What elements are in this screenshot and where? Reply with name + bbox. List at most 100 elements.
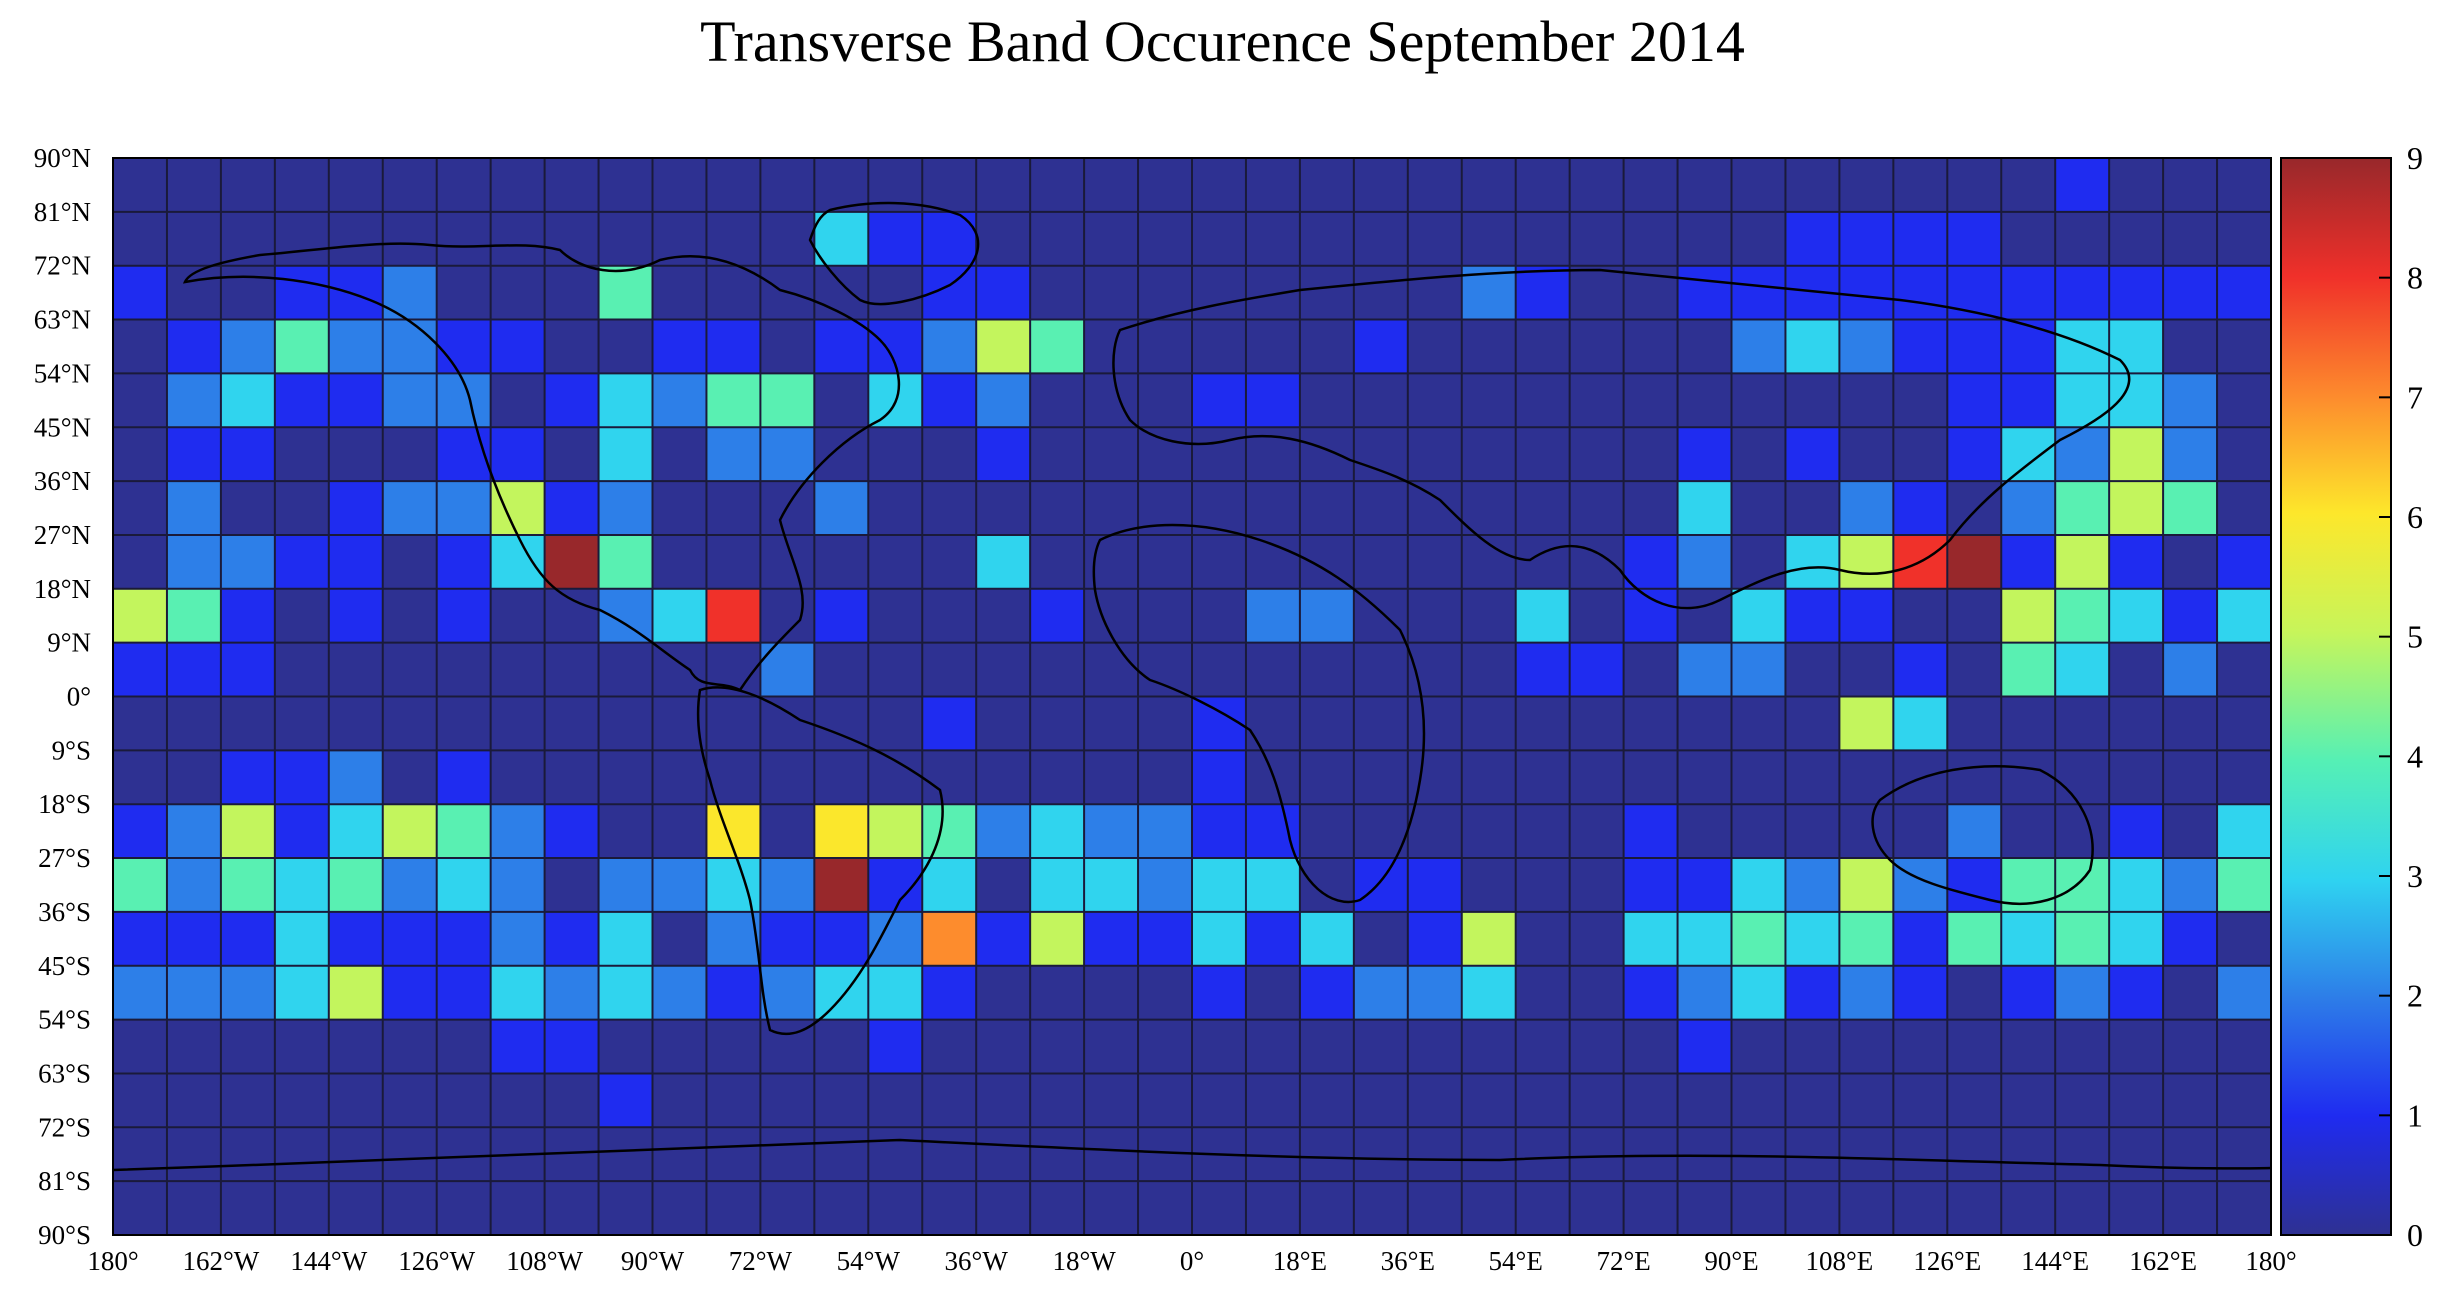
heatmap-cell xyxy=(1138,158,1192,212)
heatmap-cell xyxy=(1731,858,1786,912)
heatmap-cell xyxy=(1299,911,1354,966)
heatmap-cell xyxy=(166,642,221,697)
heatmap-cell xyxy=(814,588,869,643)
heatmap-cell xyxy=(598,858,653,912)
y-tick-label: 27°S xyxy=(38,843,91,873)
heatmap-cell xyxy=(1947,319,2002,374)
colorbar-tick-label: 2 xyxy=(2407,978,2423,1014)
heatmap-cell xyxy=(220,534,275,589)
heatmap-cell xyxy=(1839,211,1894,266)
heatmap-cell xyxy=(490,427,545,482)
x-tick-label: 144°E xyxy=(2021,1246,2089,1276)
y-tick-label: 36°N xyxy=(34,466,91,496)
x-tick-label: 54°W xyxy=(837,1246,901,1276)
y-tick-label: 9°S xyxy=(52,735,91,765)
heatmap-cell xyxy=(2217,588,2271,643)
heatmap-cell xyxy=(1731,588,1786,643)
heatmap-cell xyxy=(922,965,977,1020)
heatmap-cell xyxy=(1084,804,1139,859)
heatmap-cell xyxy=(868,804,923,859)
heatmap-cell xyxy=(166,911,221,966)
heatmap-cell xyxy=(2217,534,2271,589)
heatmap-cell xyxy=(868,911,923,966)
heatmap-cells xyxy=(113,158,2271,1128)
heatmap-cell xyxy=(814,319,869,374)
heatmap-cell xyxy=(2109,804,2164,859)
heatmap-cell xyxy=(2055,265,2110,320)
heatmap-cell xyxy=(598,427,653,482)
heatmap-cell xyxy=(1084,911,1139,966)
heatmap-cell xyxy=(1461,911,1516,966)
heatmap-cell xyxy=(598,1073,653,1128)
x-tick-label: 54°E xyxy=(1489,1246,1543,1276)
heatmap-cell xyxy=(1623,588,1678,643)
heatmap-cell xyxy=(1245,373,1300,428)
heatmap-cell xyxy=(220,911,275,966)
y-tick-label: 63°S xyxy=(38,1058,91,1088)
heatmap-cell xyxy=(436,804,491,859)
x-axis-ticks: 180° 162°W 144°W 126°W 108°W 90°W 72°W 54°W 36°W… xyxy=(87,1246,2296,1276)
heatmap-cell xyxy=(1785,534,1840,589)
heatmap-cell xyxy=(1245,804,1300,859)
heatmap-cell xyxy=(1731,265,1786,320)
heatmap-cell xyxy=(1299,965,1354,1020)
heatmap-cell xyxy=(274,911,329,966)
heatmap-cell xyxy=(1623,534,1678,589)
heatmap-cell xyxy=(1461,965,1516,1020)
heatmap-cell xyxy=(328,965,383,1020)
heatmap-cell xyxy=(2109,265,2164,320)
heatmap-cell xyxy=(436,319,491,374)
heatmap-cell xyxy=(1245,588,1300,643)
heatmap-cell xyxy=(166,588,221,643)
heatmap-cell xyxy=(1407,858,1462,912)
heatmap-cell xyxy=(976,534,1031,589)
heatmap-cell xyxy=(490,481,545,535)
heatmap-cell xyxy=(1030,588,1085,643)
heatmap-cell xyxy=(274,265,329,320)
heatmap-cell xyxy=(166,319,221,374)
y-tick-label: 18°S xyxy=(38,789,91,819)
heatmap-cell xyxy=(706,319,761,374)
y-tick-label: 81°S xyxy=(38,1166,91,1196)
heatmap-cell xyxy=(1030,858,1085,912)
heatmap-cell xyxy=(2055,858,2110,912)
heatmap-cell xyxy=(490,534,545,589)
heatmap-cell xyxy=(1893,696,1948,751)
heatmap-cell xyxy=(166,804,221,859)
heatmap-cell xyxy=(166,965,221,1020)
heatmap-cell xyxy=(706,911,761,966)
heatmap-cell xyxy=(922,373,977,428)
heatmap-cell xyxy=(1677,965,1732,1020)
heatmap-cell xyxy=(328,804,383,859)
heatmap-cell xyxy=(814,211,869,266)
heatmap-cell xyxy=(1407,965,1462,1020)
heatmap-cell xyxy=(1893,481,1948,535)
heatmap-cell xyxy=(490,804,545,859)
x-tick-label: 126°E xyxy=(1913,1246,1981,1276)
heatmap-cell xyxy=(598,965,653,1020)
x-tick-label: 18°E xyxy=(1273,1246,1327,1276)
heatmap-cell xyxy=(544,534,599,589)
heatmap-cell xyxy=(1947,911,2002,966)
heatmap-cell xyxy=(2055,158,2110,212)
heatmap-cell xyxy=(544,481,599,535)
heatmap-cell xyxy=(1785,427,1840,482)
colorbar-tick-label: 7 xyxy=(2407,379,2423,415)
y-tick-label: 54°S xyxy=(38,1005,91,1035)
heatmap-cell xyxy=(1731,642,1786,697)
heatmap-cell xyxy=(2163,588,2218,643)
heatmap-cell xyxy=(1569,642,1624,697)
y-tick-label: 18°N xyxy=(34,574,91,604)
heatmap-cell xyxy=(1299,588,1354,643)
x-tick-label: 180° xyxy=(87,1246,138,1276)
heatmap-cell xyxy=(274,319,329,374)
heatmap-cell xyxy=(2001,588,2056,643)
heatmap-cell xyxy=(382,265,437,320)
heatmap-cell xyxy=(2055,965,2110,1020)
heatmap-cell xyxy=(1731,319,1786,374)
heatmap-cell xyxy=(328,481,383,535)
y-tick-label: 90°S xyxy=(38,1220,91,1250)
heatmap-cell xyxy=(113,911,167,966)
heatmap-cell xyxy=(2001,965,2056,1020)
heatmap-cell xyxy=(544,373,599,428)
